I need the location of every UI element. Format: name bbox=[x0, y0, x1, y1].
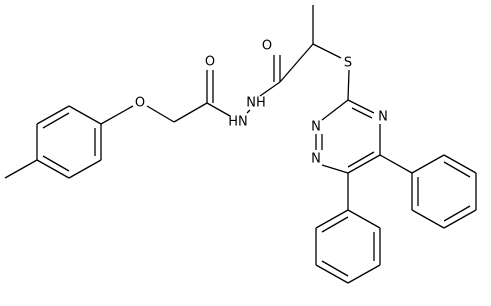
atom-label: N bbox=[311, 152, 321, 167]
bonds bbox=[4, 5, 477, 284]
atom-label: S bbox=[344, 56, 352, 71]
atom-label: N bbox=[378, 110, 388, 125]
atom-label: O bbox=[135, 96, 145, 111]
atom-label: O bbox=[262, 39, 272, 54]
atom-labels: O O NH HN O S N N N bbox=[135, 39, 388, 167]
atom-label: N bbox=[311, 120, 321, 135]
atom-label: HN bbox=[228, 115, 248, 130]
atom-label: NH bbox=[246, 96, 266, 111]
atom-label: O bbox=[205, 55, 215, 70]
